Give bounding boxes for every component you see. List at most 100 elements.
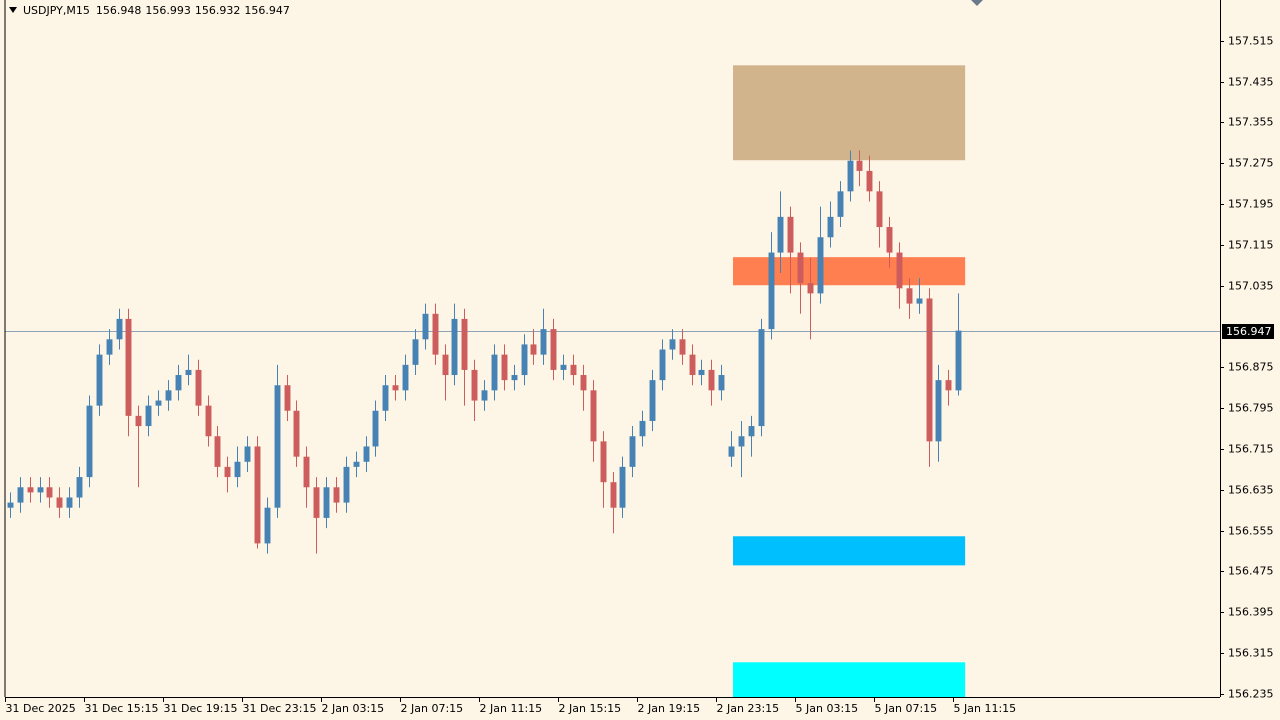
quote-close: 156.947 [244, 4, 290, 17]
y-tick-label: 157.035 [1228, 280, 1274, 293]
y-tick-label: 156.555 [1228, 525, 1274, 538]
candle-body [590, 390, 597, 442]
candle-body [906, 288, 913, 304]
candle-body [244, 446, 251, 462]
candle-body [264, 507, 271, 544]
candle-body [343, 466, 350, 503]
y-tick-label: 156.635 [1228, 484, 1274, 497]
candle-body [886, 227, 893, 253]
candle-body [580, 375, 587, 391]
candle-body [787, 216, 794, 253]
x-tick-label: 2 Jan 23:15 [717, 702, 780, 715]
candle-body [17, 487, 24, 503]
candle-body [27, 487, 34, 493]
x-tick-label: 2 Jan 07:15 [401, 702, 464, 715]
candle-body [945, 380, 952, 391]
y-tick-label: 156.315 [1228, 647, 1274, 660]
x-tick-label: 2 Jan 19:15 [638, 702, 701, 715]
candle-body [718, 375, 725, 391]
candle-body [7, 502, 14, 508]
candle-body [451, 318, 458, 376]
candle-body [46, 487, 53, 498]
candle-body [313, 487, 320, 518]
candle-body [797, 252, 804, 284]
y-tick-label: 156.395 [1228, 606, 1274, 619]
candle-body [856, 160, 863, 171]
candle-body [145, 405, 152, 427]
quote-high: 156.993 [145, 4, 191, 17]
candle-body [96, 354, 103, 406]
x-tick-label: 5 Jan 03:15 [796, 702, 859, 715]
quote-low: 156.932 [195, 4, 241, 17]
shift-marker [971, 0, 983, 6]
y-tick-label: 157.115 [1228, 239, 1274, 252]
candle-body [106, 339, 113, 355]
x-tick-label: 2 Jan 03:15 [322, 702, 385, 715]
candle-body [323, 487, 330, 518]
candle-body [66, 497, 73, 508]
candle-body [125, 318, 132, 416]
candle-body [610, 482, 617, 508]
candle-body [748, 426, 755, 437]
axes: 157.515 157.435 157.355 157.275 157.195 157.1… [4, 0, 1274, 715]
candle-body [195, 369, 202, 406]
zones [733, 65, 966, 697]
candle-body [442, 354, 449, 376]
candle-body [866, 170, 873, 192]
x-tick-label: 31 Dec 19:15 [164, 702, 238, 715]
header: USDJPY,M15 156.948 156.993 156.932 156.947 [9, 4, 290, 17]
candle-body [521, 344, 528, 376]
candle-body [827, 216, 834, 238]
symbol-quote: USDJPY,M15 156.948 156.993 156.932 156.947 [23, 4, 290, 17]
candle-body [708, 369, 715, 391]
candle-body [214, 436, 221, 467]
candle-body [659, 349, 666, 381]
candle-body [629, 436, 636, 467]
candle-body [530, 344, 537, 355]
x-tick-label: 2 Jan 11:15 [480, 702, 543, 715]
candle-body [116, 318, 123, 340]
candle-body [135, 415, 142, 427]
candle-body [86, 405, 93, 478]
zone [733, 65, 966, 161]
candle-body [837, 191, 844, 217]
candle-body [916, 298, 923, 304]
candle-body [175, 375, 182, 391]
candle-body [372, 410, 379, 447]
candle-body [679, 339, 686, 355]
x-tick-label: 31 Dec 23:15 [243, 702, 317, 715]
candle-body [37, 487, 44, 493]
candle-body [185, 369, 192, 376]
dropdown-arrow[interactable] [9, 7, 17, 13]
candle-body [491, 354, 498, 391]
candle-body [274, 385, 281, 508]
zone [733, 662, 966, 697]
y-tick-label: 156.795 [1228, 402, 1274, 415]
candle-body [224, 466, 231, 478]
bid-label-box [1222, 324, 1274, 339]
candle-body [363, 446, 370, 462]
bid-label: 156.947 [1226, 325, 1272, 338]
candle-body [649, 380, 656, 421]
candle-body [669, 339, 676, 350]
candle-body [501, 354, 508, 381]
candle-body [155, 400, 162, 406]
candle-body [461, 318, 468, 370]
candle-body [698, 369, 705, 376]
y-tick-label: 157.275 [1228, 157, 1274, 170]
candle-body [471, 369, 478, 401]
candle-body [639, 420, 646, 437]
candle-body [768, 252, 775, 330]
candle-body [540, 329, 547, 355]
candle-body [333, 487, 340, 503]
candle-body [807, 283, 814, 294]
candle-body [619, 466, 626, 508]
candle-body [817, 237, 824, 294]
candle-body [205, 405, 212, 437]
quote-open: 156.948 [96, 4, 142, 17]
candle-body [234, 461, 241, 478]
candle-body [422, 313, 429, 340]
